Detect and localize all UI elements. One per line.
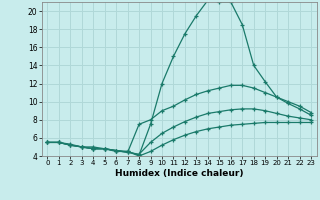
X-axis label: Humidex (Indice chaleur): Humidex (Indice chaleur) [115, 169, 244, 178]
